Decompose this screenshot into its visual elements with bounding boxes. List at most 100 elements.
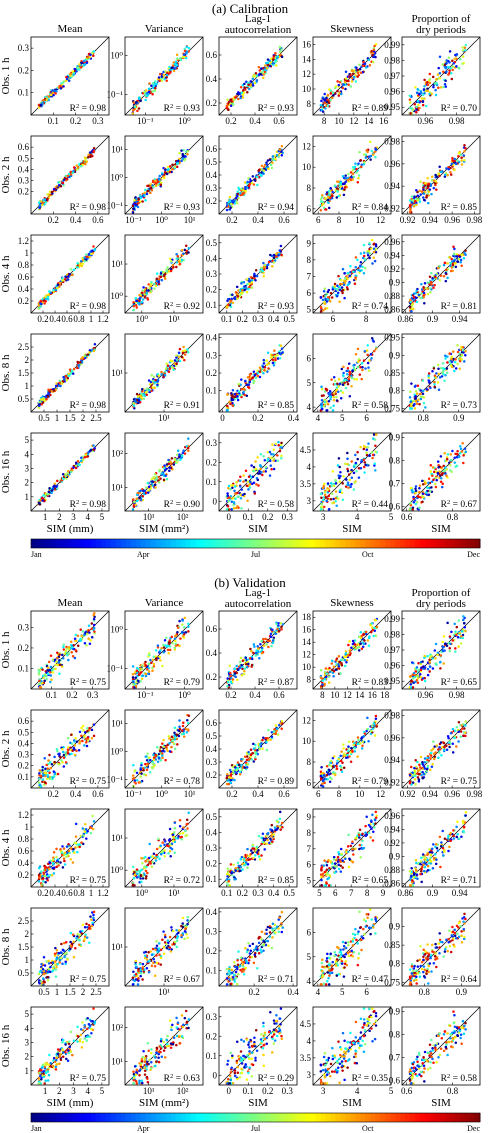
- data-point: [462, 61, 465, 65]
- y-tick-label: 0.6: [18, 142, 30, 152]
- data-point: [168, 170, 172, 174]
- data-point: [435, 372, 438, 375]
- y-tick-label: 0.5: [18, 394, 30, 404]
- data-point: [338, 288, 342, 291]
- y-tick-label: 1: [25, 248, 30, 258]
- data-point: [132, 308, 136, 312]
- data-point: [39, 103, 43, 107]
- colorbar-segment: [280, 539, 286, 548]
- data-point: [158, 650, 161, 653]
- data-point: [321, 110, 325, 113]
- data-point: [271, 158, 274, 161]
- data-point: [149, 191, 152, 195]
- x-tick-label: 0.2: [66, 690, 77, 700]
- data-point: [371, 238, 374, 242]
- r-squared-label: R2 = 0.89: [352, 103, 389, 114]
- y-tick-label: 2: [25, 478, 30, 488]
- data-point: [412, 404, 415, 407]
- data-point: [229, 680, 233, 684]
- data-point: [185, 249, 188, 253]
- data-point: [93, 343, 97, 346]
- data-point: [363, 639, 366, 642]
- data-point: [345, 369, 348, 373]
- data-point: [147, 189, 150, 192]
- data-point: [409, 300, 413, 304]
- x-tick-label: 0.2: [237, 314, 248, 324]
- data-point: [139, 394, 142, 398]
- data-point: [413, 195, 416, 199]
- data-point: [139, 489, 142, 493]
- data-point: [231, 486, 234, 490]
- data-point: [246, 376, 250, 379]
- data-point: [355, 470, 358, 473]
- data-point: [456, 159, 459, 162]
- data-point: [62, 477, 65, 481]
- data-point: [145, 192, 149, 196]
- data-point: [183, 358, 186, 362]
- data-point: [280, 347, 284, 350]
- data-point: [133, 199, 136, 202]
- data-point: [187, 449, 190, 453]
- data-point: [434, 482, 437, 486]
- r-squared-label: R2 = 0.98: [70, 400, 107, 411]
- data-point: [423, 302, 426, 305]
- data-point: [445, 59, 448, 62]
- data-point: [424, 406, 427, 409]
- scatter-panel: 0.2 0.4 0.60.20.40.6R2 = 0.93: [206, 36, 298, 126]
- data-point: [134, 503, 138, 507]
- data-point: [71, 646, 74, 649]
- column-title: Mean: [57, 597, 83, 609]
- y-tick-label: 10¹: [111, 144, 123, 154]
- data-point: [354, 256, 358, 259]
- data-point: [154, 86, 157, 90]
- data-point: [240, 187, 243, 191]
- data-point: [175, 53, 179, 57]
- data-point: [83, 455, 87, 459]
- x-tick-label: 12: [343, 690, 352, 700]
- data-point: [165, 79, 168, 83]
- data-point: [61, 279, 64, 282]
- data-point: [413, 103, 417, 106]
- colorbar-segment: [75, 539, 82, 548]
- data-point: [47, 392, 50, 395]
- data-point: [368, 359, 371, 362]
- data-point: [324, 667, 328, 670]
- data-point: [233, 297, 237, 301]
- r-squared-label: R2 = 0.91: [164, 400, 201, 411]
- data-point: [329, 482, 333, 485]
- data-point: [247, 277, 251, 281]
- data-point: [319, 198, 323, 201]
- data-point: [421, 494, 424, 498]
- data-point: [412, 495, 415, 499]
- data-point: [234, 675, 237, 679]
- data-point: [131, 508, 135, 511]
- data-point: [409, 112, 412, 115]
- data-point: [362, 642, 366, 646]
- data-point: [327, 494, 331, 498]
- row-label: Obs. 4 h: [0, 829, 12, 866]
- data-point: [460, 264, 463, 267]
- data-point: [81, 257, 84, 260]
- data-point: [246, 90, 249, 94]
- data-point: [359, 642, 362, 645]
- data-point: [443, 83, 447, 86]
- data-point: [368, 63, 372, 67]
- data-point: [355, 378, 359, 381]
- data-point: [134, 100, 138, 104]
- data-point: [175, 252, 178, 256]
- data-point: [444, 357, 447, 360]
- data-point: [356, 75, 359, 78]
- data-point: [88, 351, 91, 354]
- x-tick-label: 0.9: [427, 314, 439, 324]
- column-title: Lag-1: [245, 13, 271, 25]
- data-point: [266, 61, 270, 64]
- data-point: [327, 675, 331, 678]
- data-point: [320, 99, 323, 103]
- data-point: [131, 665, 135, 668]
- data-point: [61, 83, 64, 86]
- data-point: [139, 680, 142, 683]
- data-point: [225, 208, 229, 212]
- data-point: [175, 63, 179, 67]
- data-point: [90, 622, 94, 625]
